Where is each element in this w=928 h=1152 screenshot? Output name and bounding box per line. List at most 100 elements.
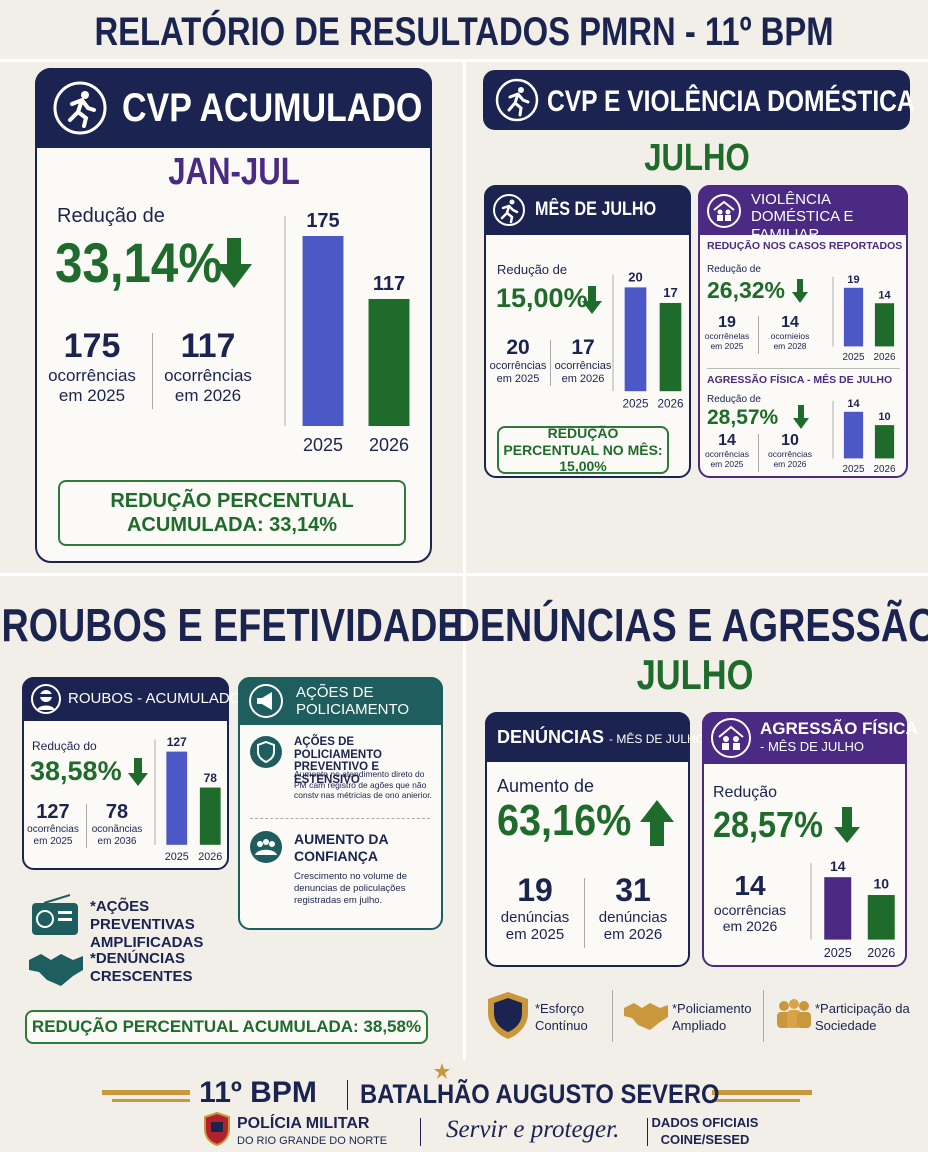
count-value: 10 [781,432,799,449]
count-label: ocornieios [770,331,810,342]
arrow-down [834,807,860,843]
summary: REDUÇÃO PERCENTUAL NO MÊS: 15,00% [497,425,669,474]
battalion: BATALHÃO AUGUSTO SEVERO [360,1079,720,1109]
divider [0,573,928,576]
count-label: denúncias [500,908,570,926]
change-value: 38,58% [30,756,122,786]
count-label: ocorrências [489,360,547,373]
change-value: 63,16% [497,796,632,845]
count-label: em 2025 [710,459,744,470]
arrow-down [792,279,808,303]
x-tick-label: 2025 [824,946,852,960]
arrow-up [640,800,674,846]
card-title: MÊS DE JULHO [535,199,657,220]
bar-value-label: 14 [847,398,860,410]
change-value: 26,32% [707,277,786,303]
count-label: em 2026 [773,459,807,470]
divider [463,60,466,1060]
bar-value-label: 10 [878,411,890,423]
card-title-sub: - MÊS DE JULHO [609,732,706,746]
count-label: em 2028 [773,341,807,352]
icon [53,81,107,135]
separator [584,878,585,948]
icon [249,684,283,718]
logo [204,1112,230,1146]
bar-value-label: 175 [306,210,339,232]
arrow-down [582,286,602,314]
x-tick-label: 2025 [843,464,865,475]
count-value: 19 [718,314,736,331]
x-tick-label: 2026 [657,397,683,410]
ornament [712,1090,812,1095]
count-label: em 2026 [603,926,663,944]
count: 14 ocorrências em 2025 [705,432,749,470]
count-value: 175 [63,327,121,365]
bar [843,411,864,459]
bar-value-label: 20 [628,270,642,285]
bar [368,298,410,426]
count-value: 117 [180,327,236,365]
period: JULHO [644,137,750,179]
count-label: ocorrências [554,360,612,373]
bar-chart: 20 2025 17 2026 [612,270,684,410]
bar [624,287,647,392]
count-value: 14 [781,314,799,331]
count-value: 14 [718,432,736,449]
x-tick-label: 2026 [874,352,896,363]
card-title: CVP ACUMULADO [122,86,423,130]
card-title-main: DENÚNCIAS [497,727,605,747]
arrow-down [128,758,148,786]
icon [250,831,282,863]
bar [199,787,221,845]
icon [488,992,528,1039]
separator [152,333,153,409]
card-subtitle: REDUÇÃO NOS CASOS REPORTADOS [707,240,903,252]
item-title: AUMENTO DA CONFIANÇA [294,831,389,864]
sub-title: AGRESSÃO FÍSICA - MÊS DE JULHO [707,374,893,386]
count-label: em 2036 [97,835,137,847]
count-label: ocorrências [164,366,252,386]
count: 10 ocorrências em 2026 [768,432,812,470]
count-value: 78 [105,801,129,823]
arrow-down [793,405,809,429]
bar-chart: 127 2025 78 2026 [154,735,222,863]
summary: REDUÇÃO PERCENTUAL ACUMULADA: 33,14% [58,480,406,546]
card-title-sub: - MÊS DE JULHO [760,739,865,755]
highlight: *DENÚNCIAS CRESCENTES [90,950,193,985]
divider [707,368,900,369]
x-tick-label: 2025 [165,851,189,863]
count: 117 ocorrências em 2026 [164,327,252,405]
change-label: Redução de [707,264,761,275]
count: 14 ocorrências em 2026 [714,870,786,934]
organization-sub: DO RIO GRANDE DO NORTE [237,1135,388,1147]
count-value: 17 [571,336,595,359]
bar-chart: 19 2025 14 2026 [832,274,896,363]
count-label: ocorrências [27,824,79,835]
bar [867,895,895,940]
count-label: em 2025 [58,385,126,405]
count-label: ocorrênelas [704,331,750,342]
bar-chart: 14 2025 10 2026 [810,858,895,960]
card-title: AGRESSÃO FÍSICA - MÊS DE JULHO [760,719,918,755]
unit: 11º BPM [199,1076,317,1109]
period: JAN-JUL [168,151,300,193]
count: 17 ocorrências em 2026 [555,336,612,385]
icon [711,718,751,758]
source: DADOS OFICIAIS [651,1115,759,1130]
section-title: CVP E VIOLÊNCIA DOMÉSTICA [547,85,915,118]
change-value: 15,00% [496,283,588,313]
x-tick-label: 2025 [622,397,649,410]
highlight: *Participação da Sociedade [815,1001,910,1033]
count-value: 19 [517,872,553,908]
count-label: em 2026 [722,918,778,935]
count-value: 31 [615,872,651,908]
card-title-main: AGRESSÃO FÍSICA [760,719,918,738]
bar-chart: 175 2025 117 2026 [284,210,410,455]
bar [659,302,682,392]
count: 19 ocorrênelas em 2025 [705,314,749,352]
count-label: ocorrências [705,449,749,460]
separator [86,804,87,848]
x-tick-label: 2026 [369,435,409,455]
x-tick-label: 2026 [874,464,896,475]
separator [763,990,764,1042]
